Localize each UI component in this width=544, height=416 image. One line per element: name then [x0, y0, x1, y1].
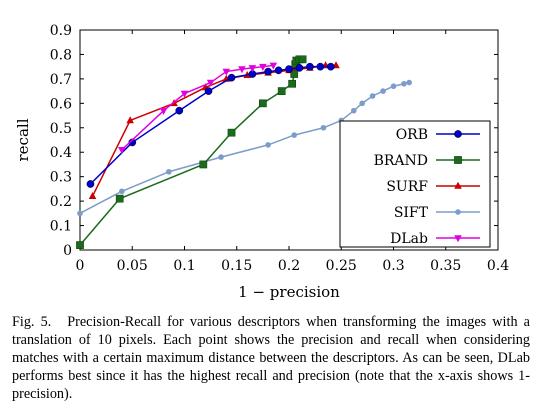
data-point-orb [175, 106, 184, 115]
series-sift [77, 79, 412, 217]
legend: ORB BRAND SURF SIFT DLab [339, 120, 491, 248]
legend-item-brand: BRAND [374, 153, 480, 169]
axis-tick-labels: 0 0.05 0.1 0.15 0.2 0.25 0.3 0.35 0.4 0 0.1 0.2 0.3 0… [50, 23, 509, 274]
data-point-dlab [238, 66, 246, 74]
data-point-orb [204, 87, 213, 95]
data-point-orb [316, 62, 325, 71]
data-point-sift [291, 132, 298, 138]
y-tick-label: 0 [63, 243, 72, 259]
y-tick-label: 0.4 [50, 145, 72, 161]
legend-label-brand: BRAND [374, 153, 428, 169]
data-point-dlab [259, 63, 267, 71]
figure-caption: Fig. 5. Precision-Recall for various desc… [12, 313, 530, 403]
data-point-brand [115, 194, 124, 203]
data-point-surf [88, 192, 97, 200]
data-point-sift [350, 107, 357, 114]
data-point-sift [359, 100, 365, 107]
data-point-orb [274, 66, 283, 75]
data-point-dlab [159, 107, 168, 115]
y-tick-label: 0.8 [50, 47, 72, 63]
legend-item-surf: SURF [386, 179, 480, 195]
data-point-orb [86, 180, 95, 188]
data-point-brand [227, 128, 236, 137]
data-point-sift [390, 83, 397, 90]
y-tick-label: 0.5 [50, 121, 72, 137]
data-point-dlab [248, 65, 257, 73]
y-tick-label: 0.7 [50, 72, 72, 88]
data-point-surf [126, 116, 134, 124]
series-line-brand [79, 58, 303, 246]
x-tick-label: 0.4 [487, 258, 509, 274]
x-tick-label: 0.35 [430, 258, 461, 274]
data-point-sift [406, 79, 412, 86]
legend-label-surf: SURF [386, 179, 428, 195]
legend-box [339, 120, 491, 248]
x-tick-label: 0 [76, 258, 85, 274]
x-tick-label: 0.25 [326, 258, 357, 274]
figure-label: Fig. 5. [12, 314, 52, 330]
data-point-dlab [206, 79, 215, 87]
data-point-brand [277, 87, 286, 95]
caption-text: Precision-Recall for various descriptors… [12, 314, 530, 402]
legend-marker-orb [454, 130, 462, 138]
series-orb [86, 62, 335, 188]
y-tick-label: 0.3 [50, 170, 72, 186]
data-point-sift [401, 80, 407, 87]
data-point-sift [218, 154, 224, 160]
data-point-sift [380, 88, 386, 94]
data-point-sift [119, 188, 125, 195]
data-point-orb [295, 64, 304, 72]
data-point-brand [298, 55, 307, 64]
y-tick-label: 0.1 [50, 219, 72, 235]
data-point-brand [288, 79, 296, 88]
x-tick-label: 0.3 [382, 258, 404, 274]
data-point-sift [77, 210, 83, 217]
x-tick-label: 0.2 [278, 258, 300, 274]
data-point-orb [306, 62, 314, 71]
series-surf [88, 61, 340, 200]
legend-label-orb: ORB [396, 127, 428, 143]
x-tick-label: 0.1 [173, 258, 195, 274]
data-point-brand [76, 241, 84, 249]
series-layer [76, 55, 412, 249]
data-point-orb [285, 65, 293, 73]
legend-item-sift: SIFT [394, 205, 480, 221]
data-point-dlab [222, 68, 231, 76]
x-axis-label: 1 − precision [238, 283, 340, 300]
x-tick-label: 0.15 [221, 258, 252, 274]
legend-item-orb: ORB [396, 127, 480, 143]
x-tick-label: 0.05 [117, 258, 148, 274]
data-point-sift [166, 168, 172, 175]
series-line-surf [91, 64, 337, 197]
precision-recall-chart: 0 0.05 0.1 0.15 0.2 0.25 0.3 0.35 0.4 0 0.1 0.2 0.3 0… [14, 23, 509, 300]
data-point-sift [265, 142, 271, 148]
data-point-sift [369, 93, 376, 99]
series-dlab [118, 62, 278, 154]
legend-marker-surf [454, 181, 462, 189]
series-brand [76, 55, 307, 249]
legend-marker-dlab [454, 235, 462, 243]
data-point-brand [259, 99, 267, 108]
data-point-dlab [269, 62, 278, 70]
legend-item-dlab: DLab [390, 231, 480, 247]
y-tick-label: 0.9 [50, 23, 72, 39]
legend-label-sift: SIFT [394, 205, 429, 221]
y-tick-label: 0.2 [50, 194, 72, 210]
y-axis-label: recall [14, 118, 32, 161]
data-point-brand [199, 160, 208, 169]
data-point-sift [320, 124, 327, 131]
data-point-dlab [118, 146, 126, 154]
legend-label-dlab: DLab [390, 231, 428, 247]
axis-ticks [79, 29, 499, 251]
data-point-dlab [180, 90, 189, 98]
series-line-dlab [121, 64, 274, 151]
data-point-orb [264, 67, 272, 76]
data-point-orb [227, 73, 236, 82]
legend-marker-brand [454, 156, 462, 164]
y-tick-label: 0.6 [50, 96, 72, 112]
data-point-orb [326, 62, 335, 71]
legend-marker-sift [455, 209, 461, 215]
